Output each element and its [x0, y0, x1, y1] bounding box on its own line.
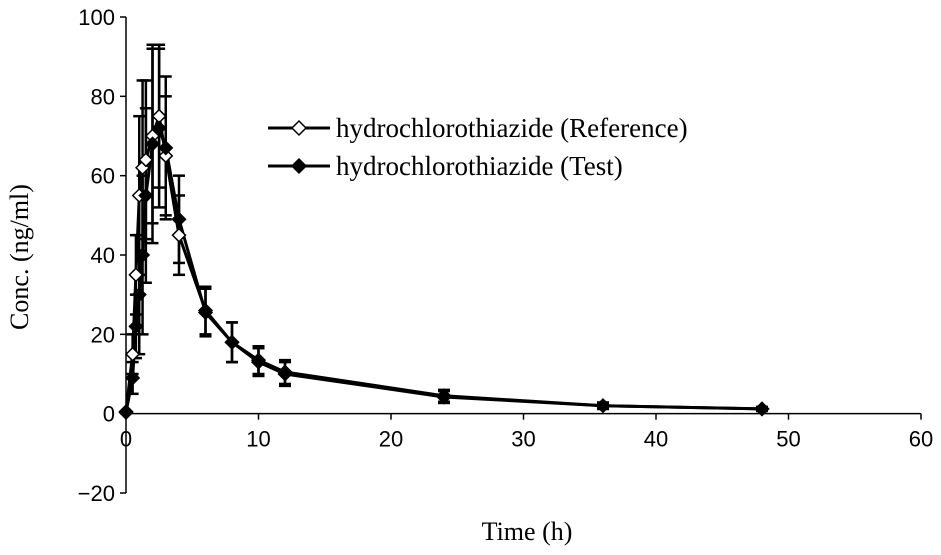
x-tick-label: 10 — [246, 427, 270, 452]
data-point-test — [171, 211, 187, 227]
data-point-reference — [128, 267, 144, 283]
data-point-reference — [125, 346, 141, 362]
legend-label-reference: hydrochlorothiazide (Reference) — [336, 113, 688, 143]
legend-label-test: hydrochlorothiazide (Test) — [336, 151, 623, 181]
x-tick-label: 60 — [909, 427, 933, 452]
data-point-test — [131, 287, 147, 303]
data-point-reference — [138, 152, 154, 168]
data-point-test — [138, 187, 154, 204]
data-point-test — [595, 398, 611, 414]
legend-marker-test — [290, 157, 308, 175]
axis-ticks: −20 0 20 40 60 80 100 0 10 20 30 40 50 60 — [78, 5, 934, 506]
data-point-reference — [158, 148, 174, 164]
x-tick-label: 30 — [511, 427, 535, 452]
data-point-test — [151, 120, 167, 136]
axes — [125, 17, 921, 493]
legend-marker-reference — [290, 119, 308, 137]
data-point-test — [224, 334, 240, 350]
y-tick-label: 80 — [91, 84, 115, 109]
y-tick-label: 20 — [91, 322, 115, 347]
x-tick-label: 40 — [644, 427, 668, 452]
x-tick-label: 20 — [379, 427, 403, 452]
data-point-test — [250, 354, 267, 370]
data-point-reference — [171, 227, 187, 243]
data-point-test — [158, 140, 174, 156]
data-point-test — [144, 136, 161, 152]
data-point-test — [197, 304, 214, 321]
data-point-test — [436, 389, 452, 405]
error-bars — [126, 43, 768, 413]
data-point-test — [125, 370, 141, 386]
y-tick-label: 0 — [103, 402, 115, 427]
y-tick-label: −20 — [78, 481, 115, 506]
x-tick-label: 0 — [120, 427, 132, 452]
y-tick-label: 100 — [78, 5, 115, 30]
data-point-test — [118, 404, 134, 421]
data-point-test — [754, 401, 770, 417]
y-tick-label: 60 — [91, 164, 115, 189]
data-point-test — [135, 247, 151, 263]
data-point-test — [277, 366, 293, 382]
legend: hydrochlorothiazide (Reference) hydrochl… — [268, 113, 688, 181]
legend-entry-test: hydrochlorothiazide (Test) — [268, 151, 623, 181]
x-tick-label: 50 — [776, 427, 800, 452]
y-axis-title: Conc. (ng/ml) — [5, 184, 34, 330]
x-axis-title: Time (h) — [482, 517, 573, 546]
data-point-test — [128, 318, 144, 334]
legend-entry-reference: hydrochlorothiazide (Reference) — [268, 113, 688, 143]
y-tick-label: 40 — [91, 243, 115, 268]
series-markers — [118, 108, 770, 421]
